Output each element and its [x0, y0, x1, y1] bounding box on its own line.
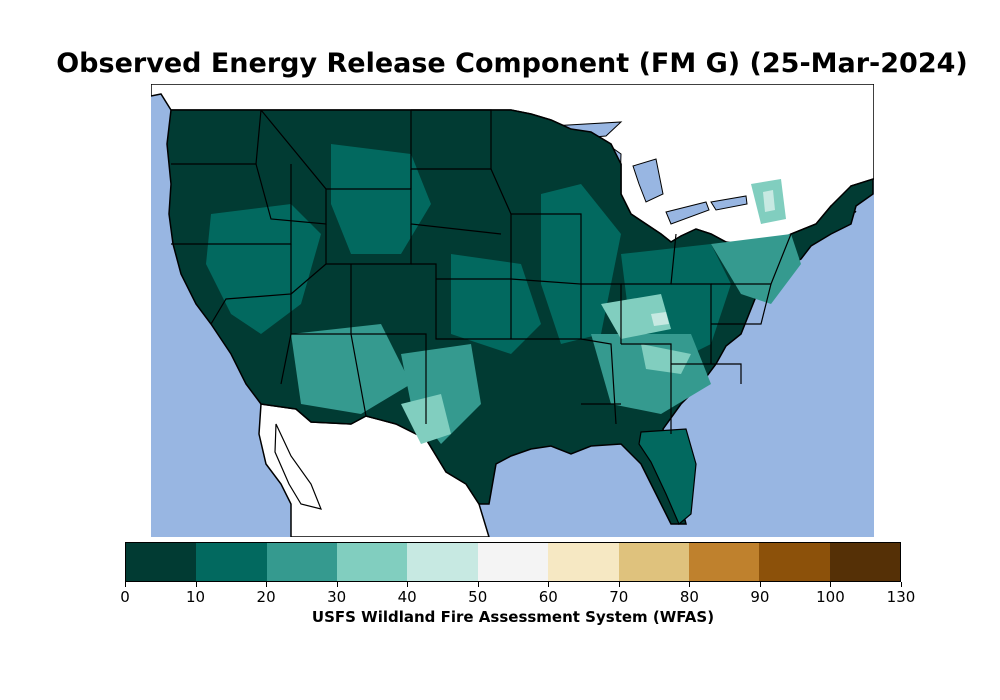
- colorbar-tick-label: 0: [120, 588, 130, 606]
- colorbar-segment: [829, 543, 900, 581]
- colorbar-segment: [548, 543, 619, 581]
- baja-land: [274, 423, 322, 510]
- colorbar-tick-mark: [901, 582, 902, 587]
- colorbar-segment: [337, 543, 408, 581]
- colorbar-tick-label: 20: [256, 588, 276, 606]
- colorbar-tick-label: 70: [609, 588, 629, 606]
- colorbar-segment: [126, 543, 197, 581]
- colorbar-segment: [688, 543, 760, 581]
- colorbar-segment: [407, 543, 478, 581]
- colorbar-tick-mark: [407, 582, 409, 587]
- map-title: Observed Energy Release Component (FM G)…: [56, 48, 968, 79]
- colorbar-segment: [477, 543, 549, 581]
- colorbar-tick-label: 30: [327, 588, 347, 606]
- colorbar: [125, 542, 901, 582]
- colorbar-tick-label: 10: [185, 588, 206, 606]
- colorbar-tick-label: 80: [679, 588, 699, 606]
- colorbar-segment: [196, 543, 267, 581]
- colorbar-label: USFS Wildland Fire Assessment System (WF…: [311, 608, 715, 626]
- colorbar-tick-mark: [125, 582, 126, 587]
- colorbar-segment: [266, 543, 338, 581]
- colorbar-tick-label: 40: [397, 588, 417, 606]
- colorbar-ticks: 0 10 20 30 40 50 60 70 80 90 100 130: [120, 582, 915, 612]
- colorbar-tick-mark: [689, 582, 691, 587]
- colorbar-tick-mark: [266, 582, 268, 587]
- colorbar-tick-mark: [618, 582, 620, 587]
- colorbar-tick-mark: [830, 582, 832, 587]
- colorbar-segment: [618, 543, 689, 581]
- conus-erc-map: [151, 84, 874, 537]
- colorbar-tick-mark: [548, 582, 550, 587]
- colorbar-tick-label: 90: [750, 588, 770, 606]
- colorbar-tick-mark: [477, 582, 479, 587]
- colorbar-segment: [759, 543, 830, 581]
- colorbar-tick-label: 100: [816, 588, 845, 606]
- colorbar-tick-label: 130: [886, 588, 916, 606]
- colorbar-tick-label: 50: [468, 588, 488, 606]
- colorbar-tick-label: 60: [538, 588, 558, 606]
- florida: [638, 428, 697, 525]
- state-borders: [171, 109, 792, 434]
- colorbar-tick-mark: [759, 582, 761, 587]
- colorbar-tick-mark: [336, 582, 338, 587]
- colorbar-tick-mark: [195, 582, 197, 587]
